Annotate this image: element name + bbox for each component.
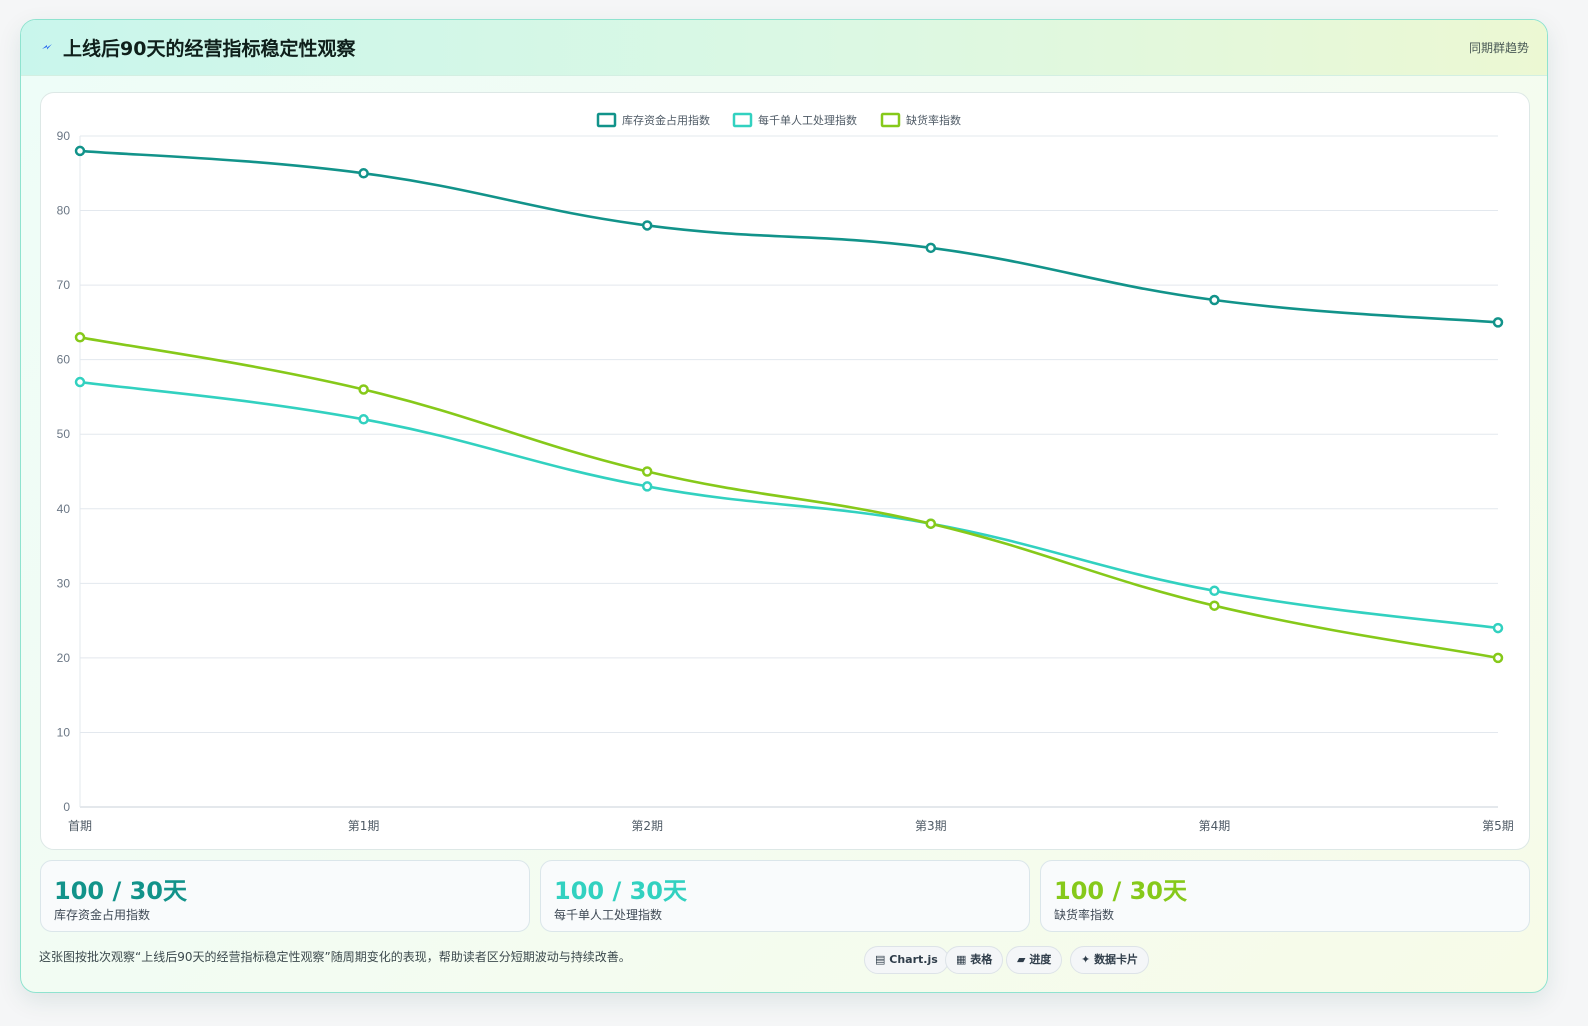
legend-swatch <box>880 112 901 128</box>
legend-label: 每千单人工处理指数 <box>758 113 857 127</box>
y-tick-label: 40 <box>57 502 71 516</box>
pill-label: 进度 <box>1029 953 1052 966</box>
y-tick-label: 70 <box>57 278 71 292</box>
y-tick-label: 20 <box>57 651 71 665</box>
tag-pill-progress[interactable]: ▰ 进度 <box>1006 946 1063 974</box>
page-title: 上线后90天的经营指标稳定性观察 <box>63 38 356 60</box>
data-point <box>1209 585 1220 597</box>
chart-description: 这张图按批次观察“上线后90天的经营指标稳定性观察”随周期变化的表现，帮助读者区… <box>39 950 631 964</box>
y-tick-label: 50 <box>57 427 71 441</box>
table-icon: ▦ <box>956 953 967 966</box>
header-tag: 同期群趋势 <box>1468 41 1529 55</box>
x-tick-label: 第2期 <box>631 819 663 833</box>
x-tick-label: 第5期 <box>1482 819 1514 833</box>
data-point <box>641 220 653 231</box>
x-tick-label: 第1期 <box>348 819 380 833</box>
kpi-label: 缺货率指数 <box>1054 908 1115 922</box>
line-chart: 0 10 20 30 40 50 60 70 80 90 首期 第1期 第2期 第3期 第4期 第5期 库存资金… <box>57 112 1514 833</box>
legend-label: 库存资金占用指数 <box>622 113 710 127</box>
data-point <box>925 518 937 529</box>
data-point <box>1492 317 1504 328</box>
kpi-value: 100 / 30天 <box>1054 877 1187 905</box>
y-tick-label: 60 <box>57 353 71 367</box>
data-point <box>358 384 369 395</box>
data-point <box>1492 622 1504 634</box>
data-point <box>74 145 86 157</box>
kpi-value: 100 / 30天 <box>554 877 687 905</box>
tag-pill-chartjs[interactable]: ▤ Chart.js <box>864 946 949 974</box>
pill-label: 表格 <box>970 953 993 966</box>
data-point <box>641 481 653 492</box>
series-line <box>79 149 1499 324</box>
kpi-value: 100 / 30天 <box>54 877 187 905</box>
pill-label: 数据卡片 <box>1094 953 1139 966</box>
legend-label: 缺货率指数 <box>906 113 961 127</box>
y-tick-label: 80 <box>57 204 71 218</box>
progress-icon: ▰ <box>1017 953 1026 966</box>
x-tick-label: 首期 <box>68 819 92 833</box>
y-tick-label: 10 <box>57 725 71 739</box>
data-point <box>1492 652 1504 664</box>
kpi-card-stockout: 100 / 30天 缺货率指数 <box>1040 860 1530 932</box>
chart-icon: ▤ <box>875 953 886 966</box>
x-tick-label: 第4期 <box>1199 819 1231 833</box>
data-point <box>925 242 937 254</box>
kpi-card-labor: 100 / 30天 每千单人工处理指数 <box>540 860 1030 932</box>
x-tick-label: 第3期 <box>915 819 947 833</box>
lightning-icon <box>42 44 52 50</box>
y-tick-label: 30 <box>57 576 71 590</box>
chart-panel: 0 10 20 30 40 50 60 70 80 90 首期 第1期 第2期 第3期 第4期 第5期 库存资金… <box>40 92 1530 850</box>
data-point <box>74 376 86 388</box>
legend-swatch <box>596 112 617 128</box>
series-line <box>79 380 1499 630</box>
data-point <box>74 332 86 343</box>
pill-label: Chart.js <box>889 953 938 966</box>
dashboard-card: 上线后90天的经营指标稳定性观察 同期群趋势 0 10 20 30 40 50 60 70 80… <box>20 19 1548 993</box>
data-point <box>1209 600 1220 611</box>
series-line <box>79 336 1499 660</box>
legend-swatch <box>732 112 753 128</box>
tag-pill-datacard[interactable]: ✦ 数据卡片 <box>1070 946 1150 974</box>
kpi-label: 库存资金占用指数 <box>54 908 151 922</box>
tag-pill-table[interactable]: ▦ 表格 <box>945 946 1004 974</box>
y-tick-label: 90 <box>57 129 71 143</box>
kpi-card-inventory: 100 / 30天 库存资金占用指数 <box>40 860 530 932</box>
data-point <box>358 414 369 425</box>
data-point <box>641 466 653 477</box>
sparkle-icon: ✦ <box>1081 953 1091 966</box>
data-point <box>358 168 369 179</box>
card-header: 上线后90天的经营指标稳定性观察 同期群趋势 <box>21 20 1547 76</box>
y-tick-label: 0 <box>63 800 70 814</box>
kpi-label: 每千单人工处理指数 <box>554 908 663 922</box>
data-point <box>1209 294 1220 306</box>
